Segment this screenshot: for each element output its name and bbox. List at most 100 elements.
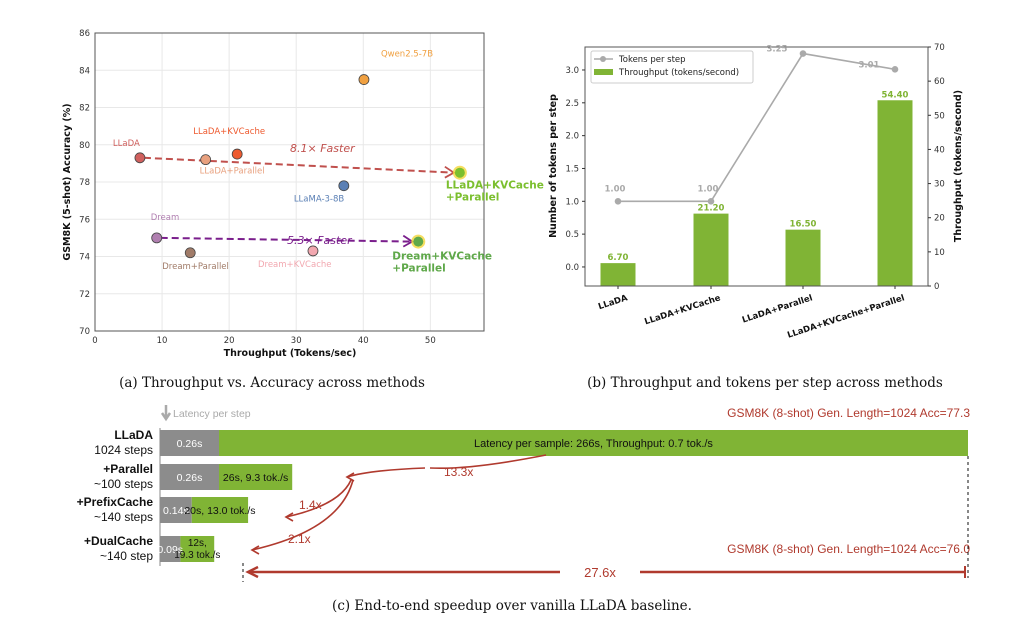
point-label: Dream <box>151 213 180 223</box>
sample-latency-label: 26s, 9.3 tok./s <box>223 472 288 484</box>
caption-a: (a) Throughput vs. Accuracy across metho… <box>119 375 425 391</box>
sample-latency-label: Latency per sample: 266s, Throughput: 0.… <box>474 438 713 450</box>
bar-value-label: 6.70 <box>608 253 629 263</box>
step-latency-label: 0.26s <box>177 438 203 450</box>
legend-box <box>590 50 754 84</box>
line-value-label: 3.01 <box>859 60 880 70</box>
line-marker <box>614 197 622 205</box>
speedup-label: 8.1× Faster <box>290 142 356 155</box>
y2-tick-label: 30 <box>934 180 945 190</box>
legend-marker <box>600 56 606 62</box>
x-tick-label: 0 <box>92 336 97 346</box>
accuracy-note: GSM8K (8-shot) Gen. Length=1024 Acc=76.0 <box>727 542 970 556</box>
line-marker <box>891 66 899 73</box>
y2-tick-label: 60 <box>934 77 945 87</box>
legend: Tokens per step Throughput (tokens/secon… <box>590 50 754 84</box>
y-tick-label: 78 <box>79 178 90 188</box>
sample-latency-label: 19.3 tok./s <box>174 550 220 561</box>
grid <box>94 32 484 332</box>
speedup-arrow <box>143 156 454 174</box>
speedup-arrow <box>346 454 547 478</box>
accuracy-note: GSM8K (8-shot) Gen. Length=1024 Acc=77.3 <box>727 406 970 420</box>
row-name: +DualCache <box>84 534 153 548</box>
data-point <box>184 247 196 259</box>
step-latency-label: 0.14s <box>163 505 189 517</box>
latency-chart: Latency per step 0.26s Latency per sample:… <box>77 405 970 582</box>
speedup-label: 5.3× Faster <box>287 234 353 247</box>
tokens-line: 1.00 1.00 3.25 3.01 <box>605 45 899 205</box>
arrow-head <box>245 565 259 579</box>
y-tick-label: 74 <box>79 253 90 263</box>
y2-tick-label: 50 <box>934 111 945 121</box>
arrow-head <box>284 512 294 522</box>
arrow-head <box>250 545 260 555</box>
line-value-label: 3.25 <box>767 45 788 55</box>
step-latency-bar <box>160 464 219 490</box>
y2-axis-label: Throughput (tokens/second) <box>953 90 964 242</box>
step-latency-bar <box>160 430 219 456</box>
y-tick-label: 80 <box>79 141 90 151</box>
row-name: LLaDA <box>114 428 153 442</box>
y-tick-label: 3.0 <box>565 66 579 76</box>
line-marker <box>799 50 807 57</box>
speedup-label: 27.6x <box>584 565 616 580</box>
speedup-label: 2.1x <box>288 532 311 546</box>
y-tick-label: 2.5 <box>565 99 579 109</box>
caption-c: (c) End-to-end speedup over vanilla LLaD… <box>332 598 692 614</box>
step-latency-label: 0.26s <box>177 472 203 484</box>
x-axis-label: Throughput (Tokens/sec) <box>224 348 357 359</box>
point-label: LLaDA+KVCache +Parallel <box>446 180 544 204</box>
x-tick-label: 50 <box>425 336 436 346</box>
y-tick-label: 84 <box>79 66 90 76</box>
data-point <box>151 232 163 244</box>
arrow-head <box>345 472 355 482</box>
point-label: Qwen2.5-7B <box>381 50 433 60</box>
legend-label: Tokens per step <box>618 55 686 65</box>
row-name: +Parallel <box>103 462 153 476</box>
label-line: LLaDA+KVCache <box>446 180 544 192</box>
y-tick-label: 1.5 <box>565 164 579 174</box>
point-label: LLaDA+Parallel <box>200 167 265 177</box>
throughput-bar <box>693 213 729 286</box>
y2-tick-label: 0 <box>934 282 939 292</box>
plot-frame <box>584 46 929 287</box>
down-arrow-icon <box>160 405 172 422</box>
caption-b: (b) Throughput and tokens per step acros… <box>587 375 943 391</box>
row-steps: ~100 steps <box>94 477 153 491</box>
data-point <box>413 236 424 247</box>
x-tick-label: LLaDA+KVCache <box>643 293 722 327</box>
legend-bar-swatch <box>594 69 613 75</box>
data-point <box>454 167 465 178</box>
data-point <box>134 152 146 164</box>
throughput-bar <box>600 263 636 286</box>
y2-tick-label: 10 <box>934 248 945 258</box>
bar-value-label: 21.20 <box>698 204 725 214</box>
speedup-arrow <box>251 479 354 551</box>
data-point <box>200 154 212 166</box>
x-tick-label: 20 <box>224 336 235 346</box>
scatter-chart: 0 10 20 30 40 50 70 72 74 76 78 80 82 84 86 Throughput… <box>62 29 544 359</box>
sample-latency-bar <box>180 536 215 562</box>
y-axis-label: Number of tokens per step <box>548 94 559 238</box>
speedup-arrow <box>285 479 352 518</box>
line-marker <box>707 197 715 205</box>
sample-latency-label: 20s, 13.0 tok./s <box>184 505 255 517</box>
x-tick-label: LLaDA <box>597 293 629 312</box>
throughput-bar <box>785 229 821 286</box>
tick-labels: 0 10 20 30 40 50 70 72 74 76 78 80 82 84 86 <box>79 29 436 346</box>
latency-per-step-label: Latency per step <box>173 408 251 420</box>
bar-value-label: 16.50 <box>790 220 817 230</box>
y-tick-label: 2.0 <box>565 132 579 142</box>
y-tick-label: 82 <box>79 104 90 114</box>
y-tick-label: 86 <box>79 29 90 39</box>
data-point <box>231 148 243 160</box>
x-tick-label: 10 <box>157 336 168 346</box>
step-latency-bar <box>160 536 181 562</box>
row-steps: ~140 steps <box>94 510 153 524</box>
data-point <box>338 180 350 192</box>
y-tick-label: 1.0 <box>565 197 579 207</box>
sample-latency-label: 12s, <box>188 538 207 549</box>
